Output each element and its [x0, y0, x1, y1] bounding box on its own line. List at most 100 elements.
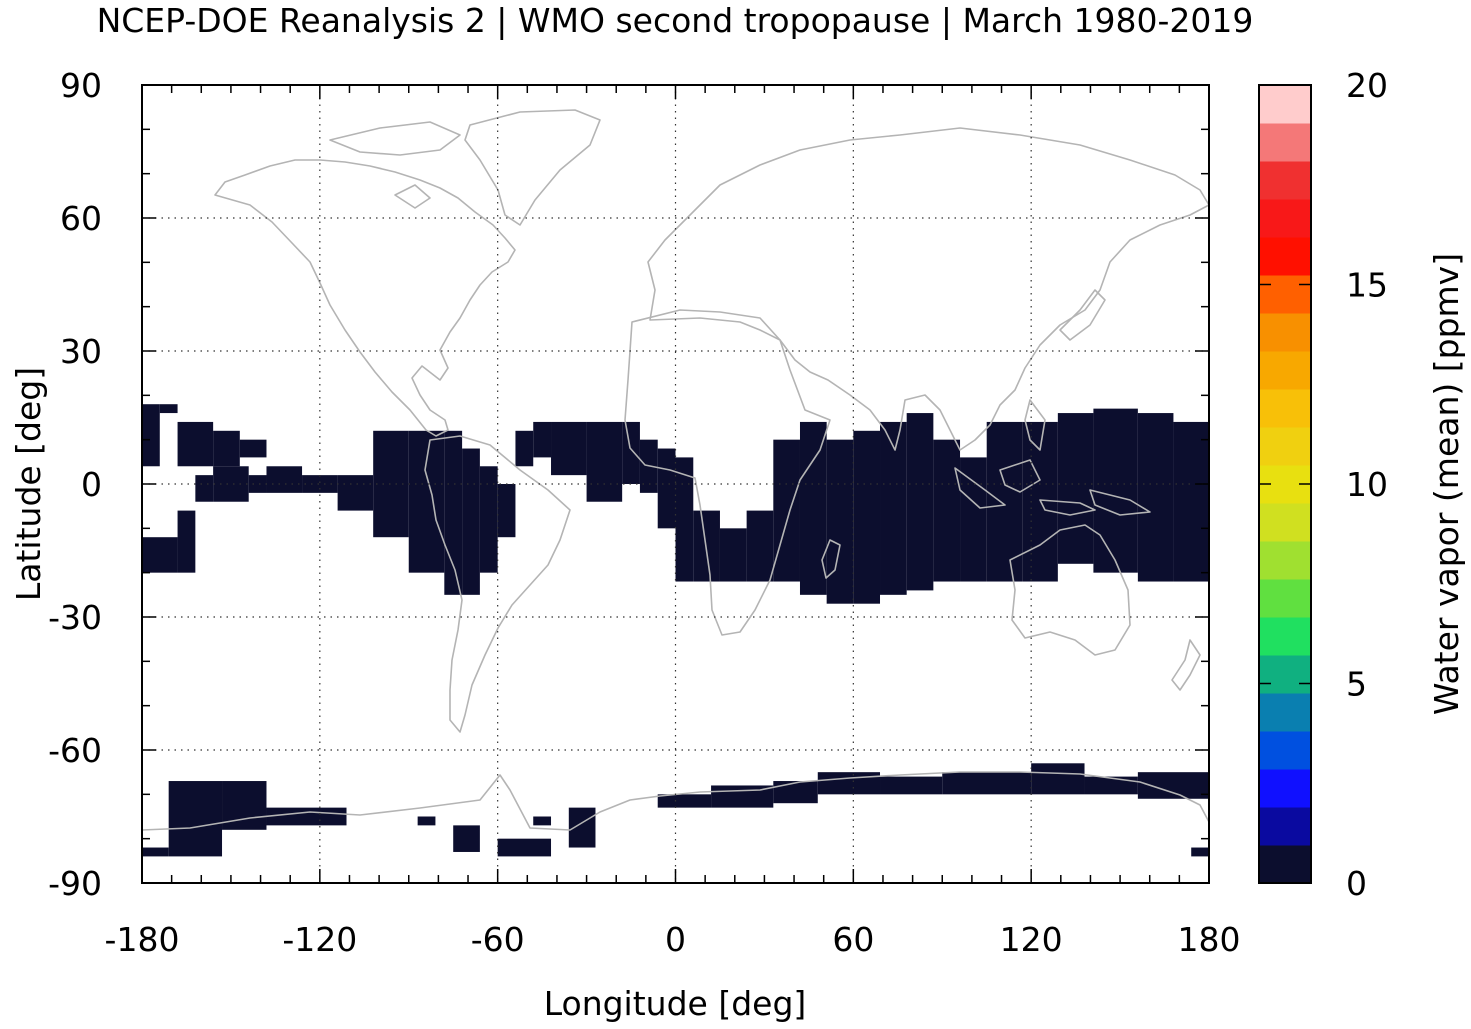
data-cell: [213, 466, 249, 502]
coastline-new-zealand: [1171, 639, 1201, 691]
grid: [142, 85, 1209, 883]
coastline-greenland: [464, 109, 601, 226]
y-tick-label: -30: [48, 598, 102, 637]
colorbar-swatch: [1259, 845, 1311, 884]
data-cell: [533, 421, 552, 458]
data-cell: [622, 421, 640, 484]
colorbar-swatch: [1259, 85, 1311, 124]
data-cell: [213, 430, 240, 467]
data-cell: [657, 794, 712, 808]
data-cell: [817, 772, 881, 795]
coastline-antarctica: [141, 771, 1210, 831]
colorbar-swatch: [1259, 237, 1311, 276]
colorbar-swatch: [1259, 275, 1311, 314]
data-cell: [248, 475, 267, 493]
colorbar-tick-label: 0: [1346, 864, 1367, 903]
y-tick-label: 60: [60, 199, 102, 238]
colorbar-swatch: [1259, 123, 1311, 162]
data-cell: [906, 413, 934, 591]
coastline-africa: [624, 309, 831, 636]
x-tick-labels: -180 -120 -60 0 60 120 180: [105, 920, 1241, 959]
coastline-madagascar: [821, 539, 841, 579]
coastline-south-america: [424, 435, 571, 733]
x-tick-label: -120: [282, 920, 357, 959]
data-cell: [746, 510, 774, 582]
x-tick-label: -60: [471, 920, 525, 959]
colorbar-swatch: [1259, 313, 1311, 352]
data-cell: [719, 528, 747, 582]
colorbar-swatch: [1259, 693, 1311, 732]
colorbar-swatch: [1259, 161, 1311, 200]
data-cell: [239, 439, 267, 458]
data-cell: [933, 439, 961, 582]
colorbar-swatch: [1259, 769, 1311, 808]
colorbar-ticks: 20 15 10 5 0: [1259, 66, 1388, 903]
x-tick-label: 180: [1178, 920, 1241, 959]
y-axis-label: Latitude [deg]: [9, 367, 48, 601]
colorbar-tick-label: 5: [1346, 665, 1367, 704]
data-cell: [942, 772, 1032, 795]
data-cell: [479, 466, 498, 573]
data-cell: [880, 421, 907, 595]
colorbar-label: Water vapor (mean) [ppmv]: [1427, 253, 1466, 715]
colorbar-tick-label: 15: [1346, 266, 1388, 305]
coastline-arctic-islands: [329, 121, 461, 209]
y-tick-label: 90: [60, 66, 102, 105]
colorbar-swatch: [1259, 541, 1311, 580]
data-cell: [1084, 776, 1138, 795]
data-cell: [168, 781, 223, 857]
y-tick-label: 0: [81, 465, 102, 504]
data-cell: [551, 421, 587, 476]
colorbar-swatch: [1259, 351, 1311, 390]
data-cell: [986, 421, 1023, 582]
data-cell: [142, 404, 160, 467]
data-cell: [515, 430, 534, 467]
data-cell: [266, 466, 303, 493]
data-cell: [1031, 763, 1085, 795]
data-cell: [1137, 413, 1174, 582]
colorbar-tick-label: 20: [1346, 66, 1388, 105]
plot-area: [141, 84, 1210, 884]
colorbar-swatch: [1259, 731, 1311, 770]
data-cell: [177, 421, 214, 467]
data-cell: [773, 781, 818, 804]
data-cell: [302, 475, 338, 493]
y-tick-label: -90: [48, 864, 102, 903]
colorbar: 20 15 10 5 0: [1258, 66, 1388, 903]
coastline-indonesia: [954, 399, 1151, 516]
data-cell: [586, 421, 623, 502]
coastline-japan: [1059, 289, 1106, 341]
x-tick-label: 120: [1000, 920, 1063, 959]
colorbar-swatch: [1259, 655, 1311, 694]
data-cell: [142, 847, 169, 857]
coastline-north-america: [214, 159, 516, 437]
coastlines: [141, 109, 1210, 831]
x-axis-label: Longitude [deg]: [544, 984, 807, 1023]
data-cell: [773, 439, 800, 582]
x-tick-label: 60: [832, 920, 874, 959]
data-cell: [853, 430, 881, 604]
data-cell: [177, 510, 196, 573]
data-cell: [462, 448, 480, 595]
colorbar-swatch: [1259, 389, 1311, 428]
data-cell: [497, 838, 552, 857]
data-cell: [533, 816, 552, 826]
data-cell: [222, 781, 267, 830]
data-cell: [417, 816, 436, 826]
data-cell: [337, 475, 374, 511]
y-tick-label: -60: [48, 731, 102, 770]
colorbar-swatch: [1259, 617, 1311, 656]
data-cell: [1057, 413, 1094, 564]
y-tick-label: 30: [60, 332, 102, 371]
data-cell: [444, 430, 463, 595]
colorbar-tick-label: 10: [1346, 465, 1388, 504]
data-cell: [453, 825, 480, 852]
data-cell: [880, 776, 943, 795]
data-cell: [1173, 421, 1209, 582]
data-cell: [1093, 408, 1138, 573]
data-cell: [799, 421, 827, 595]
colorbar-swatch: [1259, 199, 1311, 238]
data-cell: [142, 537, 178, 573]
colorbar-swatch: [1259, 427, 1311, 466]
data-cell: [497, 484, 516, 538]
